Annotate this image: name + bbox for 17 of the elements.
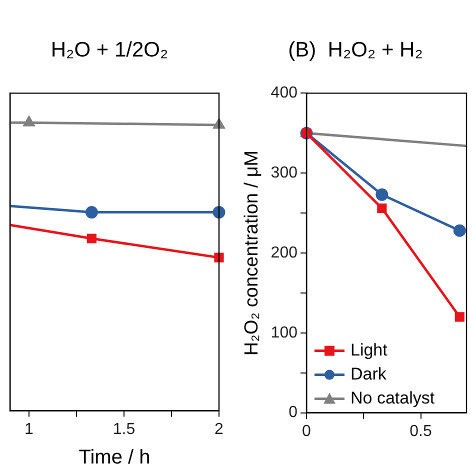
y-tick-label: 300 bbox=[270, 164, 298, 182]
x-tick-label: 1.5 bbox=[112, 420, 136, 438]
y-tick-label: 400 bbox=[270, 84, 298, 102]
y-tick-label: 0 bbox=[288, 404, 298, 422]
x-tick-label: 2 bbox=[214, 420, 224, 438]
y-axis-title: H₂O₂ concentration / μM bbox=[242, 150, 263, 356]
legend-label: Light bbox=[350, 340, 388, 360]
chart-title: H₂O + 1/2O₂ bbox=[50, 38, 168, 62]
y-tick-label: 200 bbox=[270, 244, 298, 262]
x-tick-label: 0.5 bbox=[410, 422, 432, 440]
legend-label: No catalyst bbox=[350, 388, 435, 408]
x-axis-title: Time / h bbox=[78, 446, 150, 469]
chart-title: (B) H₂O₂ + H₂ bbox=[288, 38, 423, 62]
legend-label: Dark bbox=[350, 364, 387, 384]
y-tick-label: 100 bbox=[270, 324, 298, 342]
x-tick-label: 0 bbox=[302, 422, 312, 440]
x-tick-label: 1 bbox=[24, 420, 34, 438]
